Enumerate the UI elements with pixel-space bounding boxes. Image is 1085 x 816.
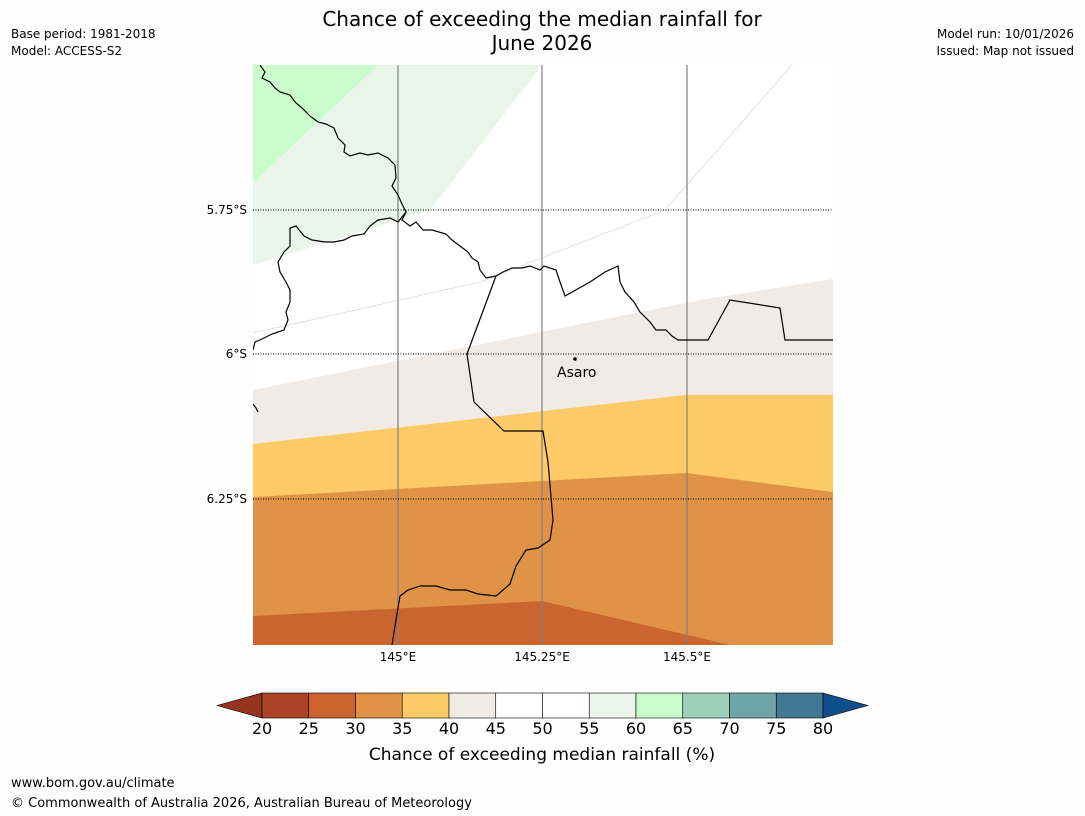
latitude-label-6: 6°S	[225, 347, 247, 361]
colorbar-segment-75-80	[775, 692, 824, 719]
province-boundary-south	[391, 275, 554, 645]
place-label-asaro: Asaro	[557, 365, 597, 381]
colorbar-tick-35: 35	[392, 719, 413, 738]
longitude-label-145-25: 145.25°E	[514, 650, 570, 664]
title-line-2: June 2026	[491, 31, 593, 55]
colorbar-tick-55: 55	[579, 719, 600, 738]
colorbar-segment-65-70	[682, 692, 730, 719]
latitude-label-5-75: 5.75°S	[206, 203, 247, 217]
colorbar-tick-60: 60	[625, 719, 647, 738]
asaro-marker	[573, 357, 577, 361]
colorbar-segment-20-25	[261, 692, 310, 719]
colorbar-label: Chance of exceeding median rainfall (%)	[368, 745, 716, 765]
run-info: Model run: 10/01/2026 Issued: Map not is…	[936, 26, 1074, 60]
colorbar-segment-50-55	[542, 692, 590, 719]
colorbar-segment-70-75	[729, 692, 777, 719]
probability-band-60-65	[253, 65, 378, 183]
footer-copyright: © Commonwealth of Australia 2026, Austra…	[11, 796, 472, 811]
colorbar-segment-45-50	[495, 692, 543, 719]
title-line-1: Chance of exceeding the median rainfall …	[322, 7, 762, 31]
probability-band-25-30	[253, 601, 730, 645]
colorbar-segment-40-45	[448, 692, 497, 719]
colorbar-tick-20: 20	[251, 719, 273, 738]
colorbar	[215, 692, 870, 719]
colorbar-tick-70: 70	[719, 719, 740, 738]
contour-50-line	[253, 65, 793, 334]
model-run: Model run: 10/01/2026	[936, 27, 1074, 41]
colorbar-tick-80: 80	[812, 719, 834, 738]
footer-url[interactable]: www.bom.gov.au/climate	[11, 776, 175, 791]
latitude-label-6-25: 6.25°S	[206, 492, 247, 506]
province-boundary-fragment	[253, 403, 259, 413]
province-boundary-west	[253, 211, 407, 351]
colorbar-under-extension	[215, 692, 263, 719]
colorbar-over-extension	[822, 692, 870, 719]
issued-status: Issued: Map not issued	[936, 44, 1074, 58]
longitude-label-145: 145°E	[379, 650, 417, 664]
colorbar-tick-65: 65	[672, 719, 693, 738]
colorbar-tick-30: 30	[345, 719, 366, 738]
colorbar-segment-30-35	[355, 692, 403, 719]
colorbar-tick-40: 40	[438, 719, 460, 738]
colorbar-tick-25: 25	[298, 719, 319, 738]
model-info: Base period: 1981-2018 Model: ACCESS-S2	[11, 26, 156, 60]
map-title: Chance of exceeding the median rainfall …	[292, 7, 792, 55]
map-area	[253, 65, 833, 645]
base-period: Base period: 1981-2018	[11, 27, 156, 41]
colorbar-segment-55-60	[588, 692, 637, 719]
colorbar-segment-25-30	[308, 692, 356, 719]
colorbar-tick-45: 45	[485, 719, 506, 738]
model-name: Model: ACCESS-S2	[11, 44, 123, 58]
colorbar-tick-50: 50	[532, 719, 553, 738]
colorbar-segment-60-65	[635, 692, 684, 719]
province-boundary-north	[259, 65, 833, 341]
colorbar-tick-75: 75	[766, 719, 787, 738]
colorbar-segment-35-40	[401, 692, 450, 719]
longitude-label-145-5: 145.5°E	[663, 650, 711, 664]
